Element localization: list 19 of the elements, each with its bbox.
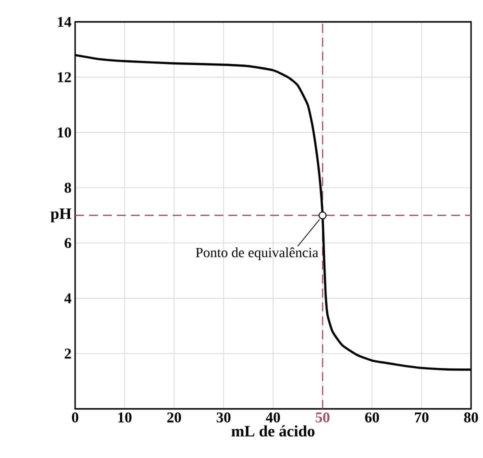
- y-axis-title: pH: [50, 208, 72, 222]
- y-tick-label: 14: [58, 17, 72, 27]
- y-tick-label: 6: [64, 238, 72, 248]
- annotation: Ponto de equivalência: [196, 248, 318, 260]
- x-tick-label: 0: [72, 412, 78, 423]
- x-tick-label: 50: [316, 412, 330, 423]
- y-tick-label: 2: [64, 348, 71, 359]
- x-tick-label: 40: [266, 412, 280, 423]
- y-tick-label: 4: [64, 294, 72, 304]
- x-tick-label: 60: [365, 412, 379, 423]
- x-tick-label: 70: [414, 412, 428, 423]
- x-tick-label: 80: [464, 412, 478, 423]
- x-tick-label: 20: [167, 412, 181, 423]
- y-tick-label: 10: [58, 128, 72, 138]
- y-tick-label: 12: [58, 72, 71, 82]
- x-tick-label: 30: [216, 412, 230, 423]
- y-tick-label: 8: [64, 182, 72, 193]
- x-axis-title: mL de ácido: [232, 426, 314, 437]
- x-tick-label: 10: [118, 412, 132, 423]
